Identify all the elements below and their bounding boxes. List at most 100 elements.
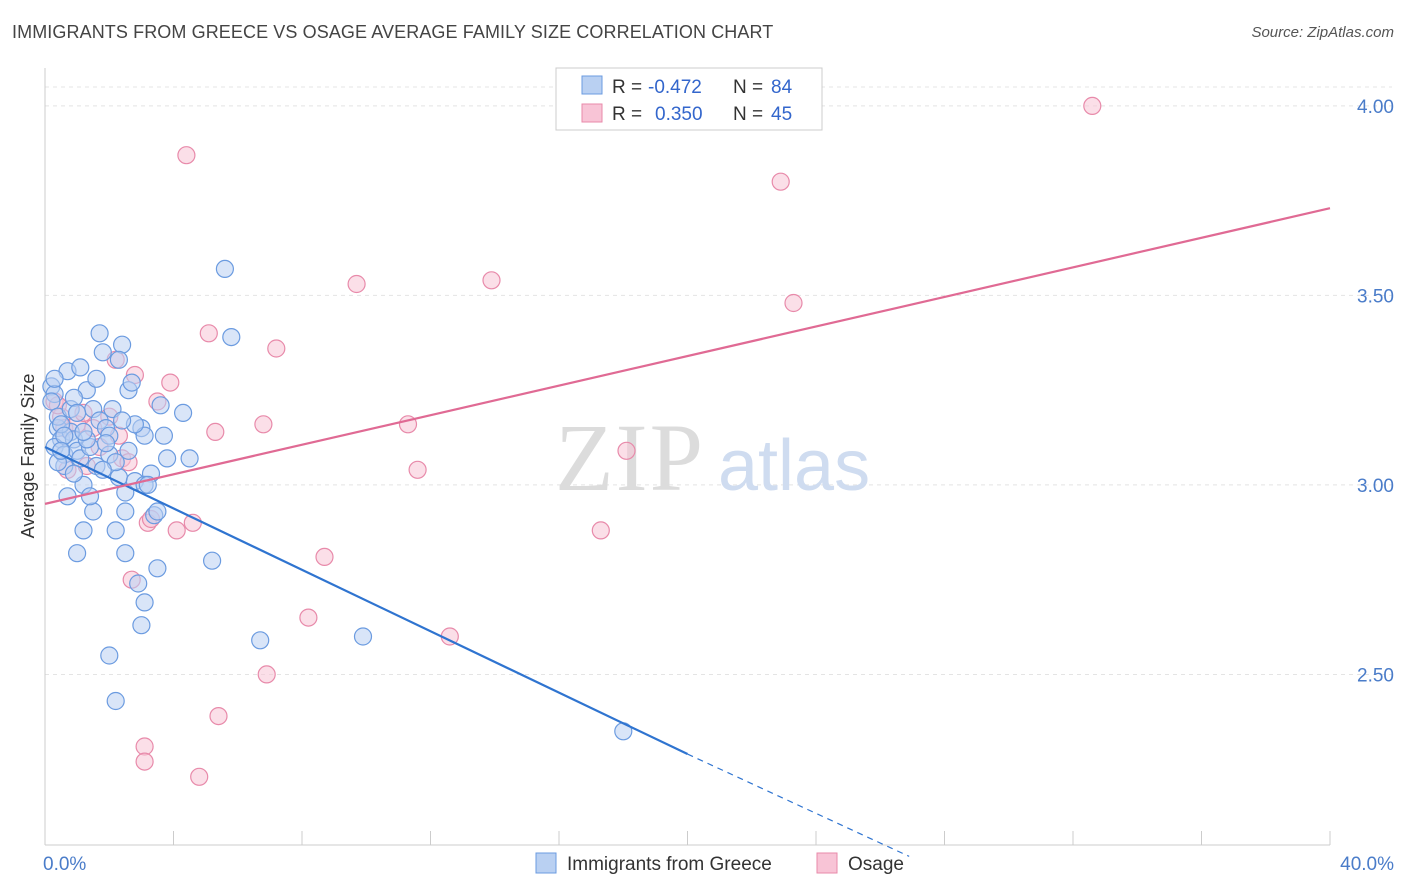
legend-r-label-osage: R = bbox=[612, 104, 642, 125]
y-tick-label-3: 4.00 bbox=[1357, 97, 1394, 118]
legend-r-value-greece: -0.472 bbox=[648, 77, 702, 98]
osage-point-30 bbox=[299, 608, 318, 627]
greece-point-20 bbox=[64, 464, 84, 483]
greece-point-53 bbox=[174, 403, 193, 422]
series-greece-points bbox=[42, 259, 633, 741]
legend-r-label-greece: R = bbox=[612, 77, 642, 98]
greece-point-38 bbox=[106, 521, 125, 540]
osage-point-29 bbox=[267, 339, 286, 358]
y-tick-label-1: 3.00 bbox=[1357, 476, 1394, 497]
greece-point-59 bbox=[353, 627, 373, 646]
x-ticks bbox=[44, 831, 1331, 845]
watermark: ZIP atlas bbox=[555, 404, 870, 511]
osage-point-14 bbox=[135, 737, 154, 756]
greece-point-58 bbox=[251, 631, 270, 650]
osage-point-27 bbox=[254, 415, 273, 434]
chart-title: IMMIGRANTS FROM GREECE VS OSAGE AVERAGE … bbox=[12, 22, 774, 42]
greece-point-66 bbox=[87, 369, 106, 388]
greece-point-24 bbox=[93, 343, 112, 362]
greece-point-55 bbox=[203, 551, 222, 570]
greece-point-51 bbox=[100, 646, 119, 665]
bottom-legend-swatch-greece bbox=[535, 852, 557, 874]
osage-point-41 bbox=[1083, 96, 1102, 116]
y-tick-label-0: 2.50 bbox=[1357, 665, 1394, 686]
legend-n-value-osage: 45 bbox=[771, 104, 792, 125]
chart-source: Source: ZipAtlas.com bbox=[1251, 24, 1394, 41]
osage-point-23 bbox=[190, 767, 209, 786]
watermark-atlas: atlas bbox=[718, 426, 870, 506]
legend-r-value-osage: 0.350 bbox=[655, 104, 703, 125]
greece-point-72 bbox=[148, 502, 167, 521]
greece-point-65 bbox=[64, 388, 84, 407]
osage-point-25 bbox=[206, 422, 225, 441]
greece-point-69 bbox=[96, 434, 116, 453]
greece-point-28 bbox=[109, 350, 129, 369]
osage-point-34 bbox=[408, 460, 427, 479]
greece-point-77 bbox=[122, 373, 141, 392]
osage-point-36 bbox=[482, 271, 501, 290]
greece-point-83 bbox=[151, 396, 170, 415]
gridlines bbox=[45, 86, 1392, 675]
greece-point-82 bbox=[112, 411, 132, 430]
bottom-legend: Immigrants from Greece Osage bbox=[535, 852, 904, 875]
trend-line-greece-extension bbox=[687, 753, 910, 857]
osage-point-31 bbox=[315, 547, 334, 567]
greece-point-39 bbox=[116, 544, 135, 563]
greece-point-29 bbox=[84, 502, 103, 521]
x-tick-labels: 0.0% 40.0% bbox=[43, 854, 1394, 875]
trend-line-osage bbox=[44, 207, 1331, 505]
osage-point-26 bbox=[209, 706, 228, 726]
greece-point-50 bbox=[135, 593, 154, 612]
legend: R = -0.472 N = 84 R = 0.350 N = 45 bbox=[555, 67, 823, 131]
greece-point-26 bbox=[112, 335, 132, 354]
greece-point-75 bbox=[67, 403, 87, 422]
greece-point-52 bbox=[106, 691, 125, 711]
osage-point-16 bbox=[135, 752, 154, 771]
osage-point-32 bbox=[347, 274, 366, 294]
x-tick-label-max: 40.0% bbox=[1340, 854, 1394, 875]
greece-point-37 bbox=[116, 502, 135, 521]
greece-point-48 bbox=[129, 574, 148, 593]
greece-point-32 bbox=[67, 544, 87, 563]
legend-n-label-osage: N = bbox=[733, 104, 763, 125]
osage-point-21 bbox=[177, 146, 196, 165]
trend-lines bbox=[44, 207, 1331, 857]
greece-point-54 bbox=[180, 449, 199, 468]
y-tick-label-2: 3.50 bbox=[1357, 286, 1394, 307]
greece-point-25 bbox=[90, 324, 109, 343]
bottom-legend-label-greece: Immigrants from Greece bbox=[567, 854, 772, 875]
osage-point-40 bbox=[784, 293, 803, 313]
greece-point-2 bbox=[42, 392, 61, 411]
osage-point-39 bbox=[771, 172, 790, 191]
osage-point-24 bbox=[199, 324, 218, 343]
legend-swatch-greece bbox=[581, 75, 603, 95]
x-tick-label-min: 0.0% bbox=[43, 854, 86, 875]
greece-point-46 bbox=[154, 426, 173, 445]
osage-point-38 bbox=[617, 441, 636, 460]
osage-point-28 bbox=[257, 665, 276, 684]
bottom-legend-swatch-osage bbox=[816, 852, 838, 874]
greece-point-56 bbox=[215, 259, 234, 278]
legend-n-label-greece: N = bbox=[733, 77, 763, 98]
greece-point-80 bbox=[74, 422, 93, 441]
osage-point-20 bbox=[167, 521, 186, 540]
legend-n-value-greece: 84 bbox=[771, 77, 793, 98]
greece-point-49 bbox=[132, 616, 151, 635]
greece-point-74 bbox=[45, 369, 64, 388]
legend-swatch-osage bbox=[581, 103, 603, 123]
y-tick-labels: 2.50 3.00 3.50 4.00 bbox=[1357, 97, 1394, 687]
greece-point-35 bbox=[119, 441, 138, 460]
greece-point-45 bbox=[148, 559, 167, 578]
greece-point-62 bbox=[71, 358, 90, 377]
greece-point-30 bbox=[80, 487, 100, 506]
greece-point-47 bbox=[158, 449, 177, 468]
greece-point-57 bbox=[222, 328, 241, 347]
y-axis-label: Average Family Size bbox=[18, 374, 38, 539]
bottom-legend-label-osage: Osage bbox=[848, 854, 904, 875]
osage-point-37 bbox=[591, 521, 610, 540]
greece-point-31 bbox=[74, 521, 93, 540]
greece-point-73 bbox=[55, 426, 74, 445]
osage-point-19 bbox=[161, 373, 180, 392]
trend-line-greece bbox=[44, 446, 688, 756]
